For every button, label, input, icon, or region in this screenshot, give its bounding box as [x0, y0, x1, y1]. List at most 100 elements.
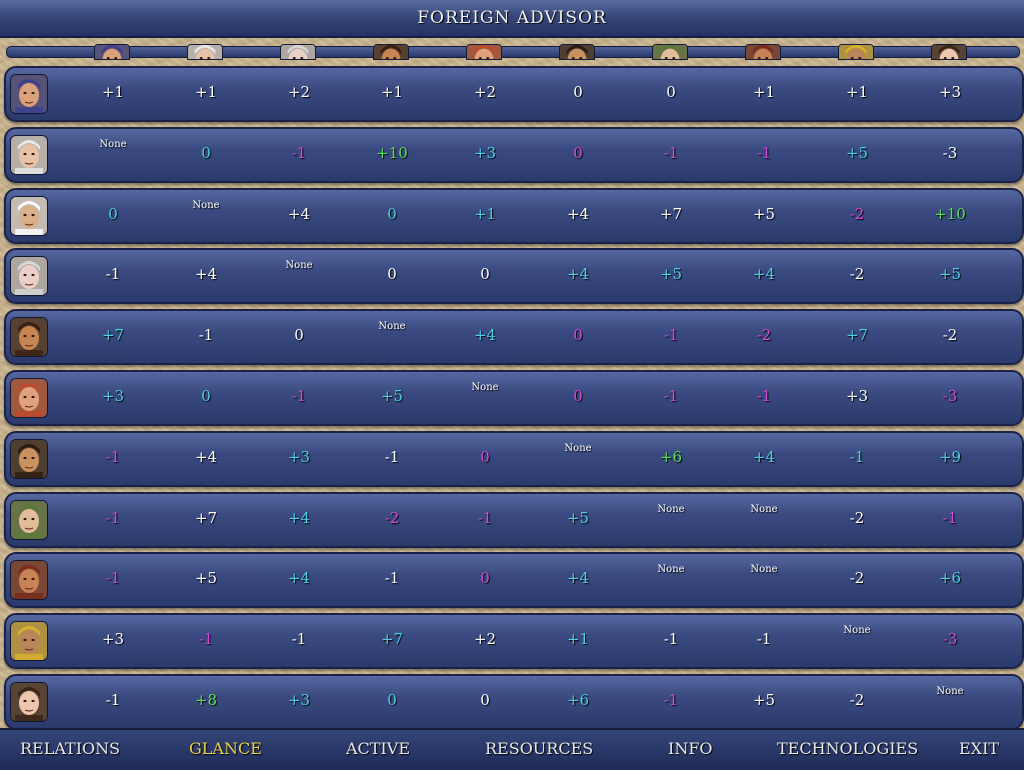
table-row: -1 +7 +4 -2 -1 +5 None None -2 -1 [4, 491, 1024, 548]
attitude-value: -1 [663, 143, 679, 162]
header-portrait-9[interactable] [838, 44, 874, 60]
leader-face-icon [11, 379, 47, 417]
attitude-value: +4 [752, 447, 776, 466]
attitude-value: -2 [384, 508, 400, 527]
attitude-value: +10 [934, 204, 966, 223]
attitude-value: +1 [566, 630, 590, 649]
title-bar: FOREIGN ADVISOR [0, 0, 1024, 38]
leader-portrait[interactable] [10, 195, 48, 236]
attitude-value: 0 [108, 204, 118, 223]
attitude-value: -1 [756, 387, 772, 405]
attitude-value: +4 [752, 265, 776, 284]
attitude-value: -1 [942, 508, 958, 527]
leader-portrait[interactable] [10, 560, 48, 601]
leader-face-icon [11, 622, 47, 661]
leader-portrait[interactable] [10, 438, 48, 479]
screen-title: FOREIGN ADVISOR [417, 8, 607, 28]
leader-portrait[interactable] [10, 317, 48, 358]
attitude-value: -3 [942, 143, 958, 162]
header-portrait-1[interactable] [94, 44, 130, 60]
attitude-value: -1 [198, 326, 214, 345]
leader-face-icon [11, 561, 47, 600]
leader-face-icon [11, 196, 47, 235]
attitude-value: +4 [566, 265, 590, 284]
attitude-value: -1 [477, 508, 493, 527]
attitude-value: +5 [194, 569, 218, 588]
leader-portrait[interactable] [10, 499, 48, 540]
attitude-none: None [657, 503, 685, 515]
leader-portrait[interactable] [10, 378, 48, 418]
attitude-value: +5 [380, 387, 404, 405]
attitude-value: +10 [376, 143, 408, 162]
header-portrait-3[interactable] [280, 44, 316, 60]
attitude-value: +7 [380, 630, 404, 649]
tab-resources[interactable]: RESOURCES [485, 739, 594, 758]
attitude-value: -2 [849, 691, 865, 709]
attitude-value: +4 [194, 447, 218, 466]
header-portrait-7[interactable] [652, 44, 688, 60]
leader-portrait[interactable] [10, 134, 48, 175]
attitude-value: +1 [194, 83, 218, 101]
leader-face-icon [11, 439, 47, 478]
attitude-value: 0 [387, 691, 397, 709]
header-portrait-4[interactable] [373, 44, 409, 60]
tab-info[interactable]: INFO [668, 739, 713, 758]
tab-glance[interactable]: GLANCE [189, 739, 262, 758]
attitude-value: +3 [845, 387, 869, 405]
attitude-value: 0 [294, 326, 304, 345]
leader-portrait[interactable] [10, 256, 48, 297]
attitude-value: -2 [849, 204, 865, 223]
attitude-value: +3 [287, 691, 311, 709]
attitude-none: None [936, 686, 964, 697]
attitude-value: +6 [566, 691, 590, 709]
leader-face-icon [374, 45, 408, 59]
attitude-value: +5 [752, 691, 776, 709]
header-portrait-5[interactable] [466, 44, 502, 60]
attitude-value: +2 [473, 83, 497, 101]
attitude-value: 0 [573, 143, 583, 162]
attitude-value: 0 [480, 569, 490, 588]
attitude-none: None [471, 382, 499, 393]
attitude-value: +4 [287, 569, 311, 588]
attitude-value: +3 [938, 83, 962, 101]
attitude-value: 0 [480, 265, 490, 284]
attitude-value: +7 [101, 326, 125, 345]
attitude-value: +2 [473, 630, 497, 649]
table-row: -1 +8 +3 0 0 +6 -1 +5 -2 None [4, 674, 1024, 730]
leader-face-icon [467, 45, 501, 59]
tab-technologies[interactable]: TECHNOLOGIES [777, 739, 919, 758]
tab-relations[interactable]: RELATIONS [20, 739, 121, 758]
attitude-value: 0 [573, 83, 583, 101]
attitude-value: -3 [942, 630, 958, 649]
attitude-value: +5 [938, 265, 962, 284]
attitude-value: -1 [663, 326, 679, 345]
attitude-none: None [192, 199, 220, 211]
leader-portrait[interactable] [10, 621, 48, 662]
attitude-value: -1 [663, 691, 679, 709]
attitude-value: +3 [101, 630, 125, 649]
tab-bar: RELATIONS GLANCE ACTIVE RESOURCES INFO TECHNO… [0, 728, 1024, 770]
attitude-value: +7 [194, 508, 218, 527]
table-row: -1 +4 +3 -1 0 None +6 +4 -1 +9 [4, 430, 1024, 487]
attitude-value: +1 [473, 204, 497, 223]
header-portrait-2[interactable] [187, 44, 223, 60]
attitude-value: 0 [573, 387, 583, 405]
leader-portrait[interactable] [10, 682, 48, 722]
tab-exit[interactable]: EXIT [959, 739, 1000, 758]
attitude-value: +4 [566, 204, 590, 223]
attitude-value: -1 [105, 569, 121, 588]
attitude-none: None [750, 564, 778, 576]
attitude-value: -1 [105, 447, 121, 466]
leader-portrait[interactable] [10, 74, 48, 114]
attitude-value: -1 [291, 387, 307, 405]
attitude-value: -1 [756, 630, 772, 649]
leader-face-icon [746, 45, 780, 59]
table-row: +1 +1 +2 +1 +2 0 0 +1 +1 +3 [4, 66, 1024, 122]
leader-face-icon [11, 257, 47, 296]
header-portrait-8[interactable] [745, 44, 781, 60]
tab-active[interactable]: ACTIVE [346, 739, 411, 758]
attitude-none: None [99, 138, 127, 150]
header-portrait-10[interactable] [931, 44, 967, 60]
attitude-none: None [657, 564, 685, 576]
header-portrait-6[interactable] [559, 44, 595, 60]
